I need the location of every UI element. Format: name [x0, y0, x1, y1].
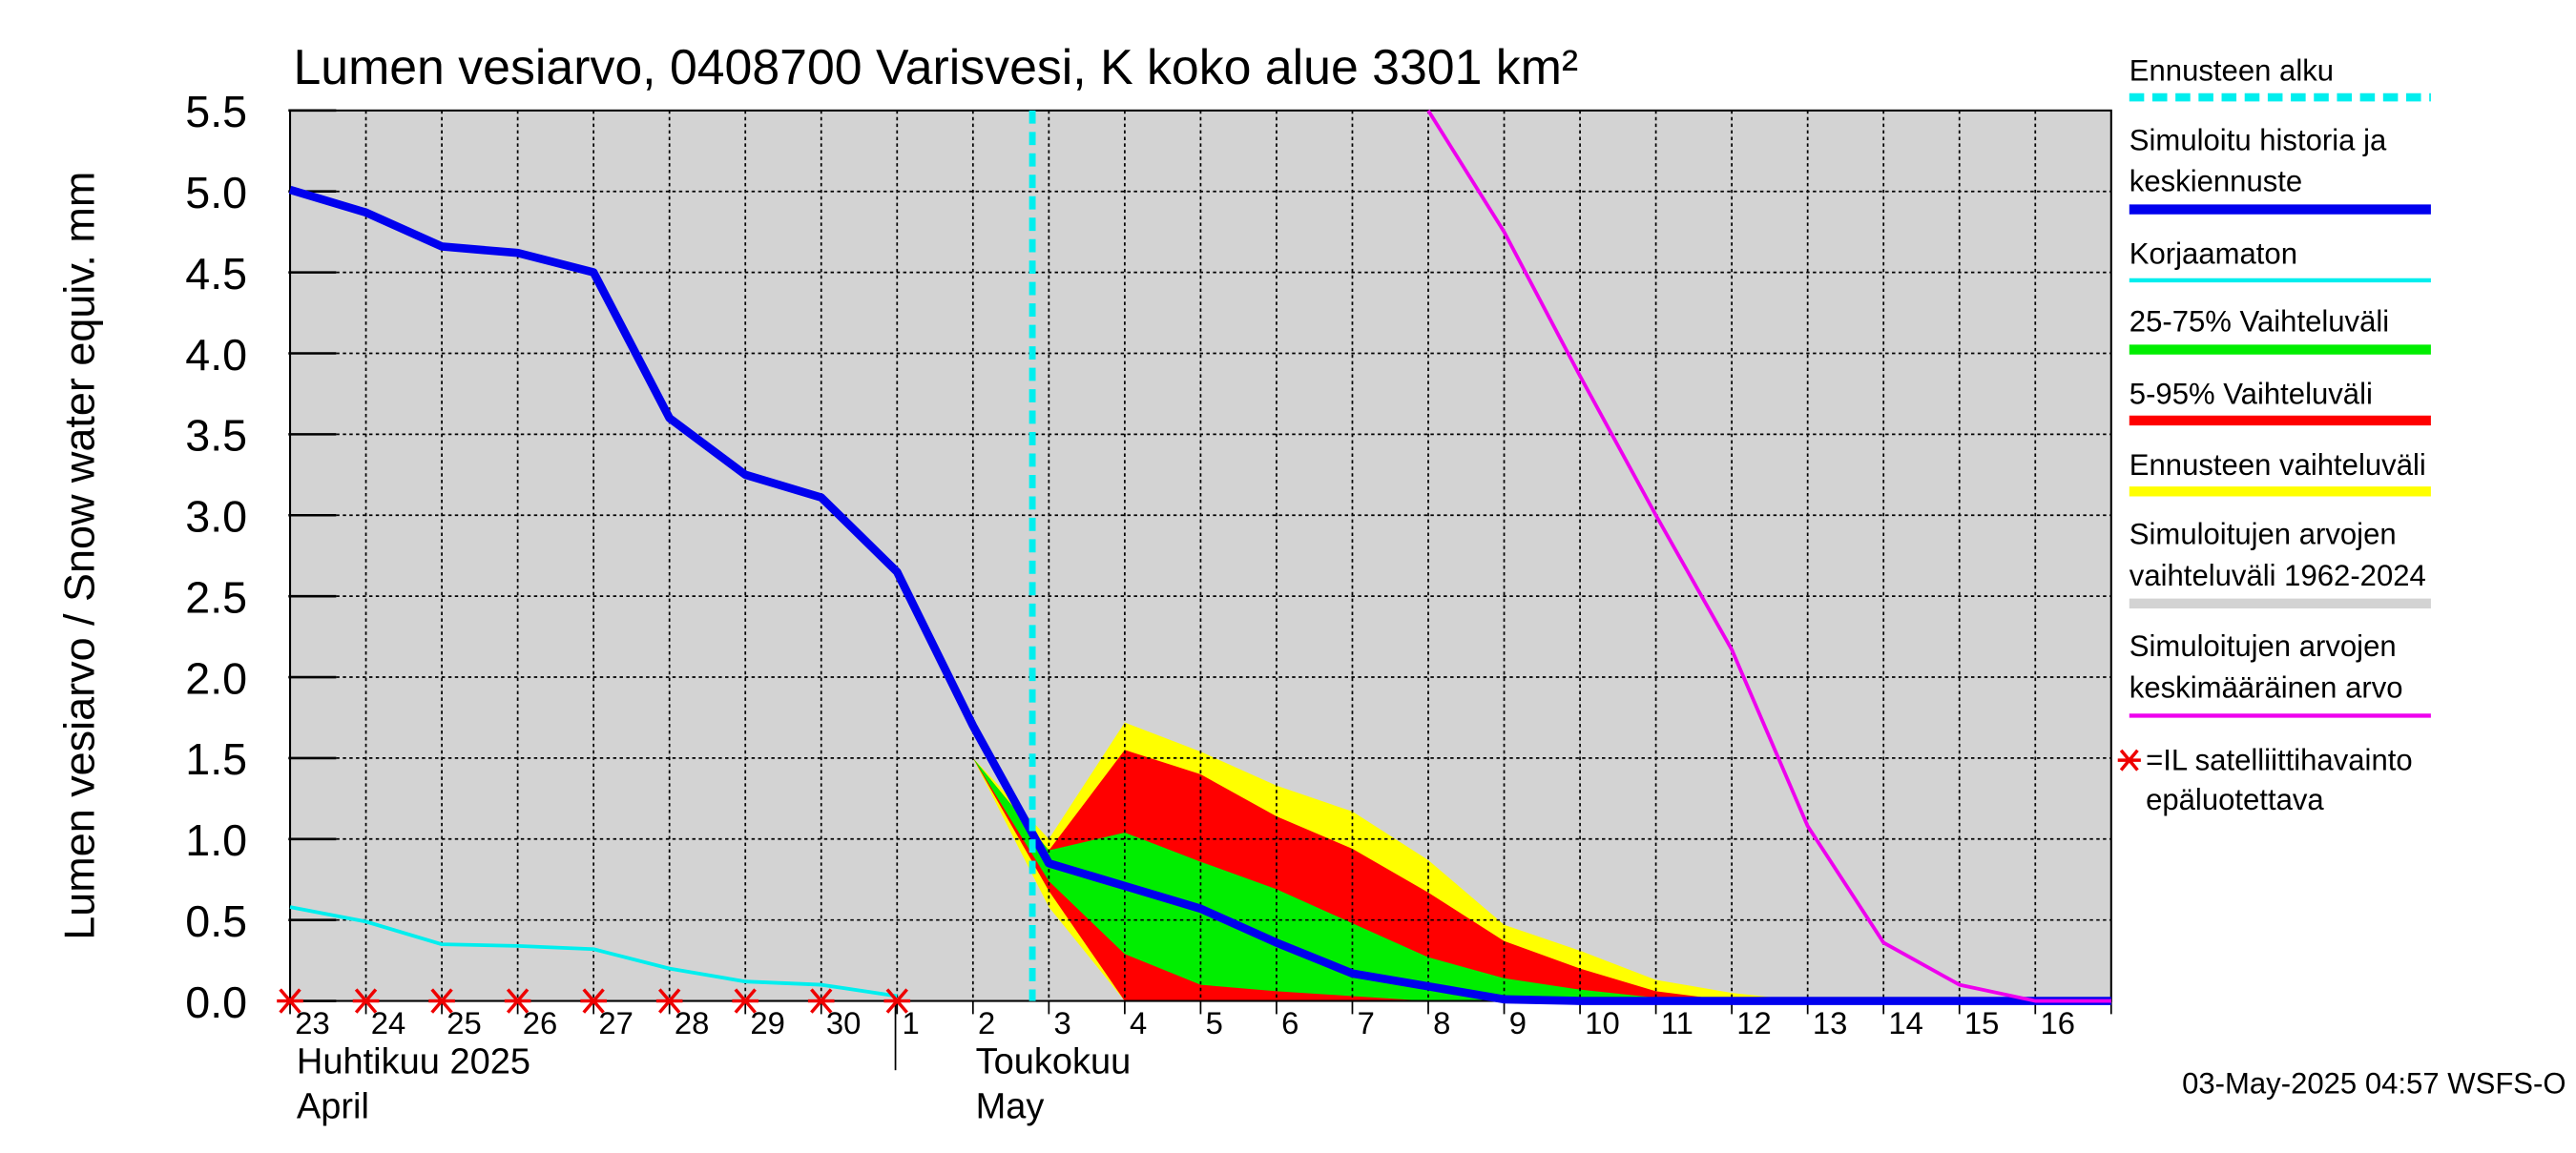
x-tick-label: 10 — [1585, 1005, 1619, 1040]
x-tick-label: 14 — [1888, 1005, 1922, 1040]
observation-star-stroke — [582, 988, 605, 1014]
x-tick-label: 6 — [1281, 1005, 1298, 1040]
observation-star — [732, 988, 759, 1014]
observation-star — [883, 988, 911, 1014]
x-tick-label: 11 — [1661, 1005, 1693, 1040]
observation-star — [352, 988, 380, 1014]
observation-star — [655, 988, 683, 1014]
month-label-fi: Toukokuu — [976, 1042, 1132, 1082]
observation-star — [504, 988, 531, 1014]
y-tick-label: 5.0 — [185, 168, 247, 217]
y-axis-label: Lumen vesiarvo / Snow water equiv. mm — [54, 172, 103, 940]
legend-label: Korjaamaton — [2129, 237, 2297, 271]
timestamp-label: 03-May-2025 04:57 WSFS-O — [2182, 1066, 2566, 1100]
band-area-2 — [972, 757, 1733, 1001]
legend-label: Simuloitujen arvojen — [2129, 629, 2397, 663]
series-line-1 — [289, 905, 898, 999]
legend-star-icon — [2117, 749, 2141, 772]
x-tick-label: 15 — [1964, 1005, 1999, 1040]
observation-star-stroke — [734, 988, 757, 1014]
observation-star-stroke — [279, 988, 301, 1014]
observation-star-stroke — [885, 988, 908, 1014]
legend-label: Simuloitu historia ja — [2129, 123, 2387, 156]
x-tick-label: 13 — [1813, 1005, 1847, 1040]
x-tick-label: 1 — [902, 1005, 919, 1040]
observation-star-stroke — [506, 988, 530, 1014]
x-tick-label: 7 — [1358, 1005, 1375, 1040]
x-tick-label: 16 — [2040, 1005, 2074, 1040]
y-tick-label: 0.5 — [185, 896, 247, 946]
y-tick-label: 4.5 — [185, 249, 247, 299]
series-line-0 — [288, 185, 2111, 1005]
observation-star — [428, 988, 455, 1014]
observation-star — [807, 988, 835, 1014]
legend-label: vaihteluväli 1962-2024 — [2129, 559, 2426, 592]
observation-star — [580, 988, 607, 1014]
y-tick-label: 1.5 — [185, 734, 247, 784]
x-tick-label: 12 — [1736, 1005, 1771, 1040]
month-label-fi: Huhtikuu 2025 — [297, 1042, 530, 1082]
x-tick-label: 4 — [1130, 1005, 1147, 1040]
legend-star-stroke — [2119, 749, 2139, 772]
x-tick-label: 5 — [1206, 1005, 1223, 1040]
observation-star-stroke — [354, 988, 378, 1014]
legend-label: keskiennuste — [2129, 165, 2302, 198]
legend-label: =IL satelliittihavainto — [2146, 743, 2413, 776]
legend-label: Ennusteen alku — [2129, 54, 2334, 88]
y-tick-label: 3.0 — [185, 492, 247, 542]
month-label-en: May — [976, 1086, 1045, 1126]
y-tick-label: 0.0 — [185, 978, 247, 1027]
y-tick-label: 5.5 — [185, 87, 247, 136]
x-tick-label: 8 — [1433, 1005, 1450, 1040]
legend-label: keskimääräinen arvo — [2129, 670, 2403, 704]
x-tick-label: 2 — [978, 1005, 995, 1040]
y-tick-label: 2.0 — [185, 653, 247, 703]
series-line-2 — [1426, 109, 2111, 1003]
observation-star-stroke — [658, 988, 681, 1014]
legend-label: epäluotettava — [2146, 783, 2324, 816]
legend-label: 5-95% Vaihteluväli — [2129, 378, 2373, 411]
y-tick-label: 1.0 — [185, 815, 247, 865]
x-tick-label: 9 — [1509, 1005, 1527, 1040]
legend-label: 25-75% Vaihteluväli — [2129, 305, 2389, 339]
legend-label: Ennusteen vaihteluväli — [2129, 448, 2426, 482]
chart-title: Lumen vesiarvo, 0408700 Varisvesi, K kok… — [293, 39, 1578, 94]
y-tick-label: 4.0 — [185, 330, 247, 380]
y-tick-label: 3.5 — [185, 411, 247, 461]
x-tick-label: 3 — [1054, 1005, 1071, 1040]
y-tick-label: 2.5 — [185, 572, 247, 622]
month-label-en: April — [297, 1086, 369, 1126]
observation-star-stroke — [430, 988, 453, 1014]
observation-star — [277, 988, 303, 1014]
legend-label: Simuloitujen arvojen — [2129, 518, 2397, 551]
observation-star-stroke — [810, 988, 833, 1014]
